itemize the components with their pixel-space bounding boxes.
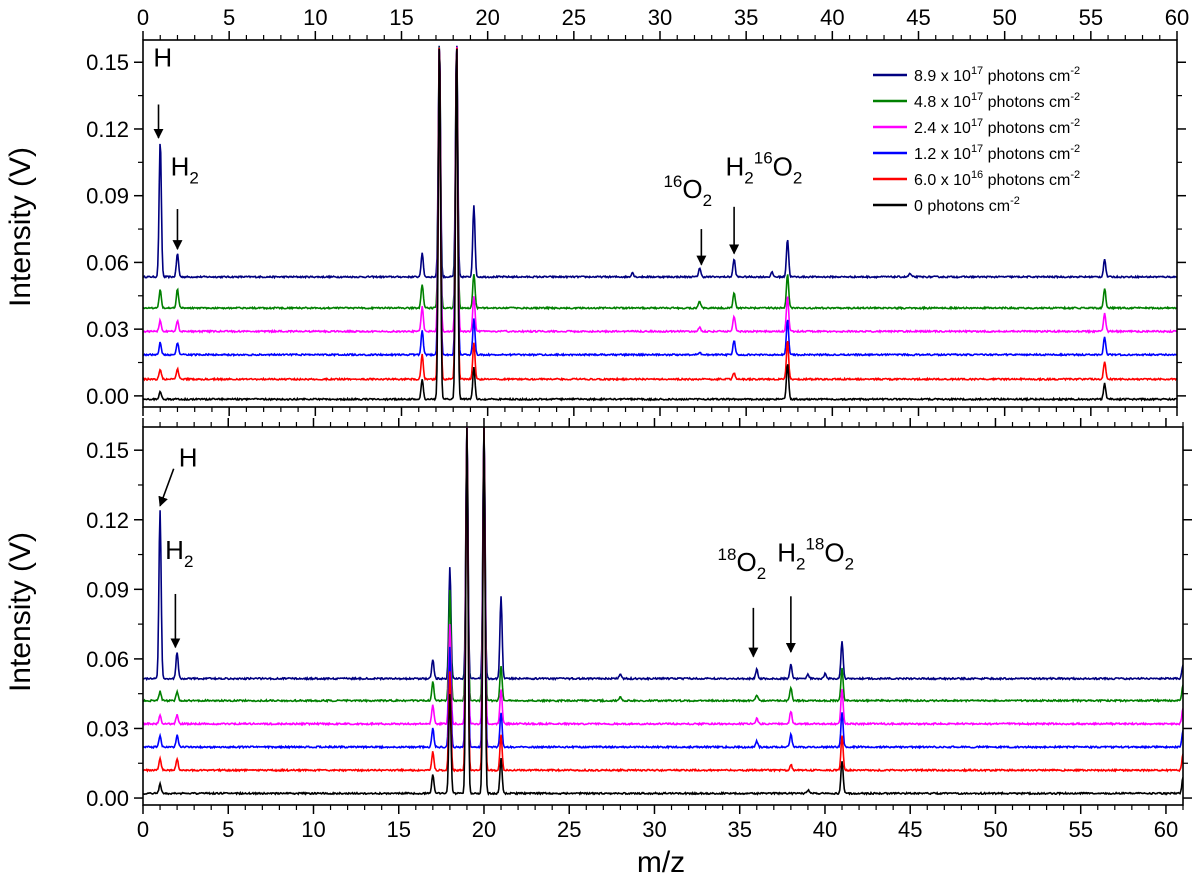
annotation-label: H218O2 <box>777 535 854 574</box>
peak-annotation: H216O2 <box>725 149 802 255</box>
annotation-label: H2 <box>165 535 193 571</box>
x-tick-label: 60 <box>1154 817 1178 842</box>
spectrum-traces <box>143 427 1183 796</box>
x-tick-label-top: 60 <box>1165 5 1189 30</box>
legend-label: 4.8 x 1017 photons cm-2 <box>914 91 1080 111</box>
x-tick-label: 25 <box>557 817 581 842</box>
spectrum-traces <box>143 45 1177 402</box>
x-tick-label-top: 55 <box>1079 5 1103 30</box>
x-tick-label-top: 10 <box>303 5 327 30</box>
annotation-label: H <box>179 442 198 472</box>
x-tick-label-top: 25 <box>562 5 586 30</box>
spectrum-line-4 <box>143 427 1183 773</box>
spectrum-line-0 <box>143 45 1177 280</box>
y-tick-label: 0.15 <box>86 50 129 75</box>
peak-annotation: H218O2 <box>777 535 854 653</box>
y-tick-label: 0.06 <box>86 647 129 672</box>
annotation-label: H2 <box>171 152 199 188</box>
x-tick-label-top: 35 <box>734 5 758 30</box>
legend-label: 2.4 x 1017 photons cm-2 <box>914 117 1080 137</box>
legend-item: 6.0 x 1016 photons cm-2 <box>873 169 1080 189</box>
y-tick-label: 0.00 <box>86 384 129 409</box>
spectrum-line-1 <box>143 46 1177 311</box>
legend-item: 8.9 x 1017 photons cm-2 <box>873 65 1080 85</box>
spectrum-line-3 <box>143 427 1183 750</box>
legend-item: 0 photons cm-2 <box>873 195 1020 215</box>
y-tick-label: 0.12 <box>86 117 129 142</box>
y-tick-label: 0.03 <box>86 317 129 342</box>
x-tick-label-top: 5 <box>223 5 235 30</box>
annotation-arrow <box>158 468 175 507</box>
spectrum-line-2 <box>143 46 1177 334</box>
legend-label: 1.2 x 1017 photons cm-2 <box>914 143 1080 163</box>
x-tick-label: 10 <box>301 817 325 842</box>
bottom-panel: 0 5 10 15 20 25 30 35 40 45 50 55 60 0.00 0.03 0.06 0.09… <box>86 418 1192 842</box>
spectrum-line-0 <box>143 427 1183 682</box>
legend-label: 8.9 x 1017 photons cm-2 <box>914 65 1080 85</box>
peak-annotation: H2 <box>165 535 193 649</box>
peak-annotation: 18O2 <box>718 545 767 658</box>
x-tick-label: 40 <box>813 817 837 842</box>
y-tick-label: 0.03 <box>86 716 129 741</box>
x-tick-label-top: 30 <box>648 5 672 30</box>
y-tick-label: 0.15 <box>86 438 129 463</box>
peak-annotation: 16O2 <box>663 172 712 266</box>
x-tick-label-top: 45 <box>906 5 930 30</box>
x-tick-label: 15 <box>386 817 410 842</box>
annotation-label: H216O2 <box>725 149 802 188</box>
spectrum-line-1 <box>143 427 1183 704</box>
y-tick-label: 0.06 <box>86 250 129 275</box>
legend-label: 6.0 x 1016 photons cm-2 <box>914 169 1080 189</box>
annotation-label: 16O2 <box>663 172 712 210</box>
spectrum-line-5 <box>143 427 1183 796</box>
y-tick-label: 0.00 <box>86 786 129 811</box>
x-tick-label-top: 50 <box>992 5 1016 30</box>
top-y-axis-title: Intensity (V) <box>4 147 37 307</box>
x-tick-label: 20 <box>472 817 496 842</box>
x-tick-label: 5 <box>222 817 234 842</box>
peak-annotation: H <box>158 442 198 507</box>
spectrum-line-2 <box>143 427 1183 727</box>
peak-annotation: H <box>153 43 172 139</box>
spectrum-line-4 <box>143 47 1177 382</box>
x-tick-label: 30 <box>642 817 666 842</box>
y-tick-label: 0.12 <box>86 508 129 533</box>
x-tick-label: 0 <box>137 817 149 842</box>
x-tick-label-top: 40 <box>820 5 844 30</box>
x-axis-title: m/z <box>637 846 685 879</box>
bottom-y-axis-title: Intensity (V) <box>4 532 37 692</box>
legend-item: 4.8 x 1017 photons cm-2 <box>873 91 1080 111</box>
x-tick-label-top: 15 <box>389 5 413 30</box>
spectrum-line-5 <box>143 48 1177 402</box>
annotation-label: 18O2 <box>718 545 767 583</box>
legend-item: 2.4 x 1017 photons cm-2 <box>873 117 1080 137</box>
top-panel: 0 5 10 15 20 25 30 35 40 45 50 55 60 0.00 0.03 0.06 0.09… <box>86 5 1189 416</box>
legend-label: 0 photons cm-2 <box>914 195 1020 215</box>
y-tick-label: 0.09 <box>86 577 129 602</box>
x-tick-label: 35 <box>727 817 751 842</box>
legend-item: 1.2 x 1017 photons cm-2 <box>873 143 1080 163</box>
x-tick-label-top: 0 <box>137 5 149 30</box>
peak-annotation: H2 <box>171 152 199 251</box>
annotation-label: H <box>153 43 172 73</box>
x-tick-label: 45 <box>898 817 922 842</box>
x-tick-label-top: 20 <box>475 5 499 30</box>
x-tick-label: 55 <box>1068 817 1092 842</box>
x-tick-label: 50 <box>983 817 1007 842</box>
y-tick-label: 0.09 <box>86 184 129 209</box>
legend: 8.9 x 1017 photons cm-2 4.8 x 1017 photon… <box>873 65 1080 215</box>
plot-frame <box>142 426 1184 806</box>
spectrum-line-3 <box>143 48 1177 358</box>
